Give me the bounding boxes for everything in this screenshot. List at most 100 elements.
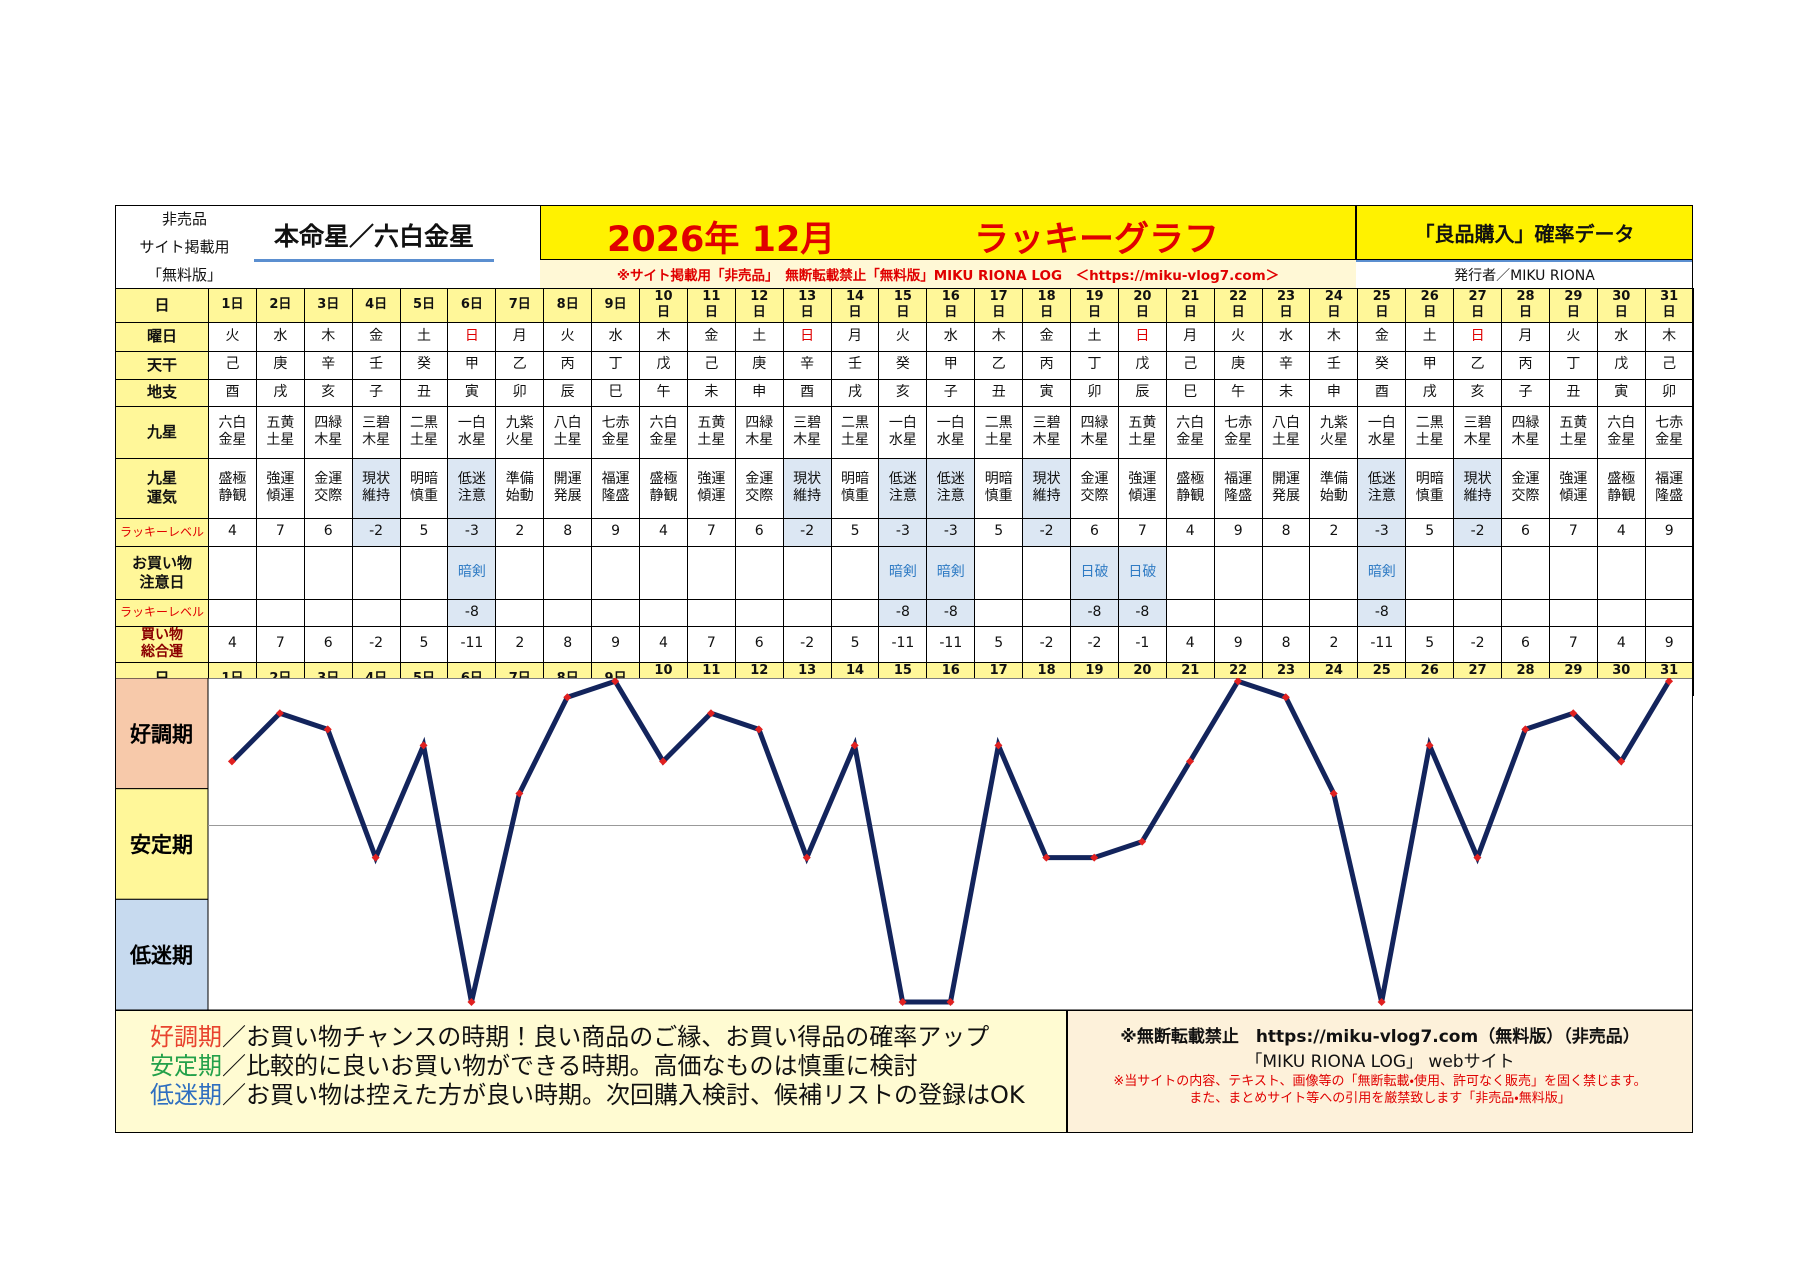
days: 18日: [1037, 289, 1056, 321]
branches: 未: [1279, 383, 1294, 400]
weekdays: 日: [464, 327, 479, 344]
lucky-levels: -2: [369, 523, 384, 540]
cell: 辰: [1117, 378, 1167, 407]
cell: 寅: [1596, 378, 1646, 407]
caution-levels: -8: [1374, 603, 1389, 620]
stars: 九紫火星: [1319, 414, 1348, 449]
cell: 九紫火星: [495, 405, 545, 459]
cell: 寅: [1022, 378, 1072, 407]
days: 3日: [317, 297, 340, 313]
cell: 明暗慎重: [1405, 457, 1455, 519]
weekdays: 土: [752, 327, 767, 344]
cell: [1309, 545, 1359, 600]
cell: 辛: [782, 350, 832, 380]
total: 6: [754, 635, 764, 652]
total: 4: [1185, 635, 1195, 652]
cell: 強運傾運: [1117, 457, 1167, 519]
stems: 己: [704, 356, 719, 373]
cell: 金運交際: [1070, 457, 1119, 519]
cell: 土: [1405, 321, 1455, 352]
stems: 癸: [1374, 356, 1389, 373]
stars: 六白金星: [1176, 414, 1205, 449]
fortunes: 金運交際: [1511, 470, 1540, 505]
branches: 戌: [273, 383, 288, 400]
cell: [1405, 545, 1455, 600]
cell: 2: [1309, 517, 1359, 547]
lucky-levels: 9: [611, 523, 621, 540]
lucky-levels: 5: [994, 523, 1004, 540]
point: [1665, 678, 1674, 686]
caution-levels: -8: [1087, 603, 1102, 620]
cell: 11日: [686, 288, 736, 323]
cell: 5: [974, 517, 1024, 547]
row-label-text: 曜日: [146, 327, 177, 346]
weekdays: 金: [1039, 327, 1054, 344]
cell: [1453, 545, 1503, 600]
cell: 酉: [782, 378, 832, 407]
days: 8日: [556, 297, 579, 313]
fortunes: 開運発展: [1272, 470, 1301, 505]
weekdays: 火: [560, 327, 575, 344]
caution-days: 日破: [1128, 563, 1157, 580]
warning-line: また、まとめサイト等への引用を厳禁致します「非売品・無料版」: [1189, 1091, 1571, 1107]
cell: [1453, 598, 1503, 627]
branches: 卯: [1662, 383, 1677, 400]
point: [1425, 741, 1434, 750]
cell: 木: [974, 321, 1024, 352]
lucky-levels: -3: [464, 523, 479, 540]
caution-days: 暗剣: [936, 563, 965, 580]
cell: 9: [1644, 625, 1694, 663]
cell: 8: [1261, 517, 1311, 547]
cell: 丑: [974, 378, 1024, 407]
cell: 水: [255, 321, 305, 352]
row-label: 天干: [115, 350, 209, 380]
total: 4: [659, 635, 668, 652]
lucky-levels: 5: [850, 523, 860, 540]
cell: 3日: [303, 288, 353, 323]
point: [994, 741, 1003, 750]
fortunes: 現状維持: [793, 470, 822, 505]
cell: 8日: [543, 288, 593, 323]
cell: 9: [591, 625, 641, 663]
row-label: 九星: [115, 405, 209, 459]
point: [563, 693, 572, 702]
cell: 乙: [974, 350, 1024, 380]
cell: [686, 545, 736, 600]
cell: 金: [1022, 321, 1072, 352]
stems: 己: [225, 356, 240, 373]
cell: 戊: [1596, 350, 1646, 380]
cell: 23日: [1261, 288, 1311, 323]
lucky-levels: -2: [1039, 523, 1054, 540]
cell: 一白水星: [1357, 405, 1407, 459]
cell: 八白土星: [543, 405, 593, 459]
stars: 二黒土星: [984, 414, 1013, 449]
cell: 寅: [447, 378, 497, 407]
table-row: お買い物注意日 暗剣 暗剣 暗剣 日破 日破 暗剣: [115, 545, 1694, 600]
publisher: 発行者／MIKU RIONA: [1356, 260, 1693, 288]
cell: 7: [686, 625, 736, 663]
row-label-text: 天干: [146, 355, 177, 374]
stems: 壬: [1326, 356, 1341, 373]
total: -11: [460, 635, 484, 652]
total: 9: [611, 635, 621, 652]
band-label-bg: [115, 678, 209, 790]
cell: 低迷注意: [447, 457, 497, 519]
weekdays: 土: [417, 327, 431, 344]
cell: 卯: [1644, 378, 1694, 407]
weekdays: 木: [1662, 327, 1677, 344]
days: 13日: [798, 289, 817, 321]
cell: 6: [303, 517, 353, 547]
stars: 八白土星: [553, 414, 582, 449]
cell: -3: [878, 517, 928, 547]
cell: 三碧木星: [1022, 405, 1072, 459]
cell: 三碧木星: [351, 405, 401, 459]
cell: 15日: [878, 288, 928, 323]
total: 6: [323, 635, 333, 652]
cell: 甲: [926, 350, 976, 380]
cell: 開運発展: [543, 457, 593, 519]
stars: 三碧木星: [793, 414, 822, 449]
caution-levels: -8: [895, 603, 910, 620]
point: [1090, 853, 1099, 862]
cell: [639, 545, 688, 600]
cell: 5: [830, 625, 880, 663]
